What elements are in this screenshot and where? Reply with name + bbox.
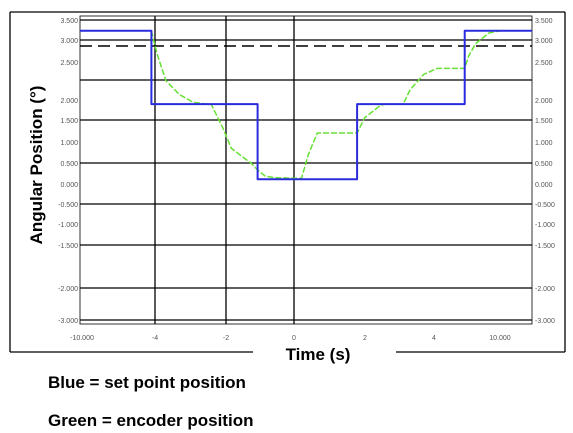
series-layer — [80, 29, 532, 181]
y-left-tick-label: -1.500 — [58, 243, 78, 250]
y-left-tick-label: 2.000 — [60, 98, 78, 105]
y-right-tick-label: 3.000 — [535, 38, 553, 45]
y-right-tick-label: 0.000 — [535, 182, 553, 189]
y-right-tick-label: 2.000 — [535, 98, 553, 105]
y-right-tick-labels: 3.500 3.000 2.500 2.000 1.500 1.000 0.500 0.000… — [535, 18, 555, 325]
y-right-tick-label: -1.500 — [535, 243, 555, 250]
y-left-tick-label: 1.000 — [60, 140, 78, 147]
y-left-tick-label: -0.500 — [58, 202, 78, 209]
x-tick-label: -2 — [223, 335, 229, 342]
chart-frame — [9, 11, 566, 353]
x-tick-label: 2 — [363, 335, 367, 342]
x-tick-labels: -10.000 -4 -2 0 2 4 10.000 — [70, 335, 511, 342]
x-tick-label: 0 — [292, 335, 296, 342]
y-left-tick-label: 3.500 — [60, 18, 78, 25]
x-tick-label: -4 — [152, 335, 158, 342]
y-right-tick-label: 2.500 — [535, 60, 553, 67]
y-left-tick-label: 3.000 — [60, 38, 78, 45]
y-right-tick-label: -2.000 — [535, 286, 555, 293]
y-right-tick-label: -3.000 — [535, 318, 555, 325]
series-set-point-line — [80, 29, 532, 181]
plot-area — [79, 15, 533, 325]
y-left-tick-label: 1.500 — [60, 118, 78, 125]
x-tick-label: -10.000 — [70, 335, 94, 342]
y-left-tick-label: -1.000 — [58, 222, 78, 229]
x-tick-label: 4 — [432, 335, 436, 342]
grid-lines — [80, 16, 532, 324]
x-tick-label: 10.000 — [489, 335, 511, 342]
y-left-tick-label: 2.500 — [60, 60, 78, 67]
y-right-tick-label: 3.500 — [535, 18, 553, 25]
y-right-tick-label: 1.500 — [535, 118, 553, 125]
position-chart: 3.500 3.000 2.500 2.000 1.500 1.000 0.500 0.000… — [9, 11, 566, 364]
y-right-tick-label: -1.000 — [535, 222, 555, 229]
y-left-tick-label: 0.500 — [60, 161, 78, 168]
y-left-tick-label: -2.000 — [58, 286, 78, 293]
y-left-tick-label: 0.000 — [60, 182, 78, 189]
caption-blue: Blue = set point position — [48, 373, 246, 392]
y-axis-label: Angular Position (°) — [27, 86, 46, 245]
y-left-tick-labels: 3.500 3.000 2.500 2.000 1.500 1.000 0.500 0.000… — [58, 18, 78, 325]
y-left-tick-label: -3.000 — [58, 318, 78, 325]
caption-green: Green = encoder position — [48, 411, 254, 430]
x-axis-label: Time (s) — [286, 345, 351, 364]
y-right-tick-label: 1.000 — [535, 140, 553, 147]
y-right-tick-label: 0.500 — [535, 161, 553, 168]
y-right-tick-label: -0.500 — [535, 202, 555, 209]
